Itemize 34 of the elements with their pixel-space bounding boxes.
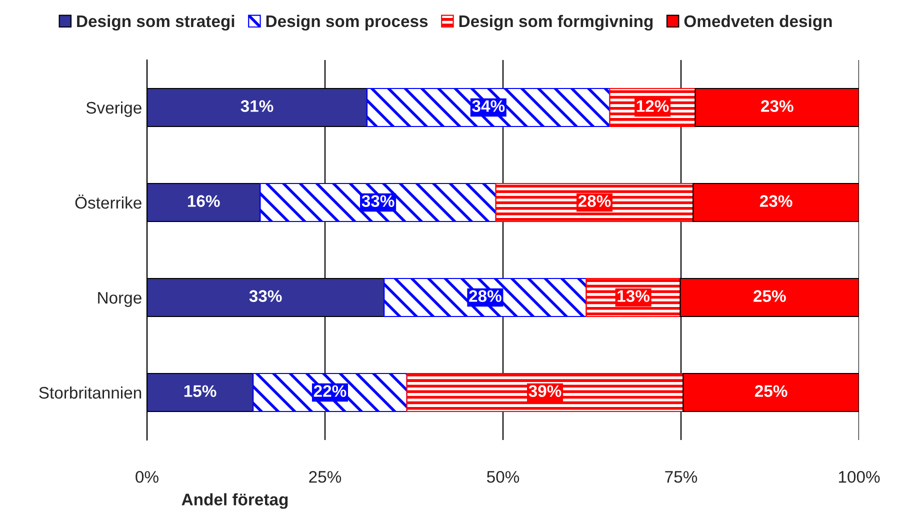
legend-label: Design som formgivning (459, 14, 653, 31)
x-tick-label: 50% (486, 470, 520, 483)
bar (384, 278, 587, 318)
legend-label: Omedveten design (684, 14, 832, 31)
y-tick-label: Storbritannien (39, 386, 142, 399)
legend-label: Design som strategi (77, 14, 234, 31)
x-tick-label: 0% (136, 470, 158, 483)
data-label: 34% (472, 100, 505, 112)
data-label: 25% (754, 290, 786, 302)
data-label: 22% (314, 385, 346, 397)
x-axis-title: Andel företag (182, 493, 288, 509)
x-tick-label: 25% (309, 470, 342, 483)
data-label: 13% (618, 290, 650, 302)
x-tick-label: 75% (665, 471, 698, 483)
data-label: 31% (240, 100, 274, 112)
bar (252, 372, 408, 412)
data-label: 28% (469, 290, 502, 302)
data-label: 16% (188, 195, 220, 207)
bar (366, 88, 610, 128)
data-label: 23% (761, 100, 794, 112)
bar (260, 182, 496, 222)
data-label: 23% (760, 195, 792, 207)
x-tick-label: 100% (838, 470, 880, 483)
data-label: 39% (528, 385, 562, 397)
y-tick-label: Norge (98, 292, 142, 307)
data-label: 12% (636, 100, 669, 112)
data-label: 28% (578, 195, 611, 207)
data-label: 25% (754, 385, 788, 397)
y-tick-label: Sverige (86, 101, 142, 117)
legend-label: Design som process (266, 14, 428, 31)
data-label: 15% (184, 385, 216, 397)
y-tick-label: Österrike (75, 194, 142, 209)
data-label: 33% (362, 195, 394, 207)
data-label: 33% (249, 290, 282, 302)
